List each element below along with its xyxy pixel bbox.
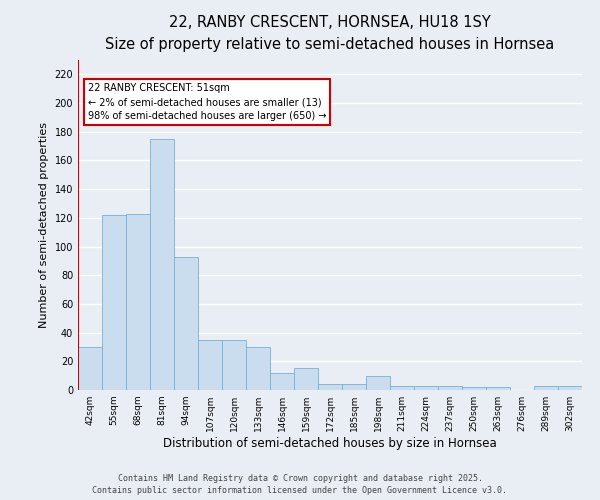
Bar: [222, 340, 246, 390]
Bar: [294, 368, 318, 390]
Bar: [150, 139, 174, 390]
Y-axis label: Number of semi-detached properties: Number of semi-detached properties: [39, 122, 49, 328]
Bar: [78, 347, 102, 390]
Bar: [558, 386, 582, 390]
Bar: [366, 376, 390, 390]
Bar: [174, 256, 198, 390]
Title: 22, RANBY CRESCENT, HORNSEA, HU18 1SY
Size of property relative to semi-detached: 22, RANBY CRESCENT, HORNSEA, HU18 1SY Si…: [106, 14, 554, 52]
Bar: [438, 386, 462, 390]
Bar: [342, 384, 366, 390]
Bar: [390, 386, 414, 390]
Bar: [462, 387, 486, 390]
Text: Contains HM Land Registry data © Crown copyright and database right 2025.
Contai: Contains HM Land Registry data © Crown c…: [92, 474, 508, 495]
Bar: [126, 214, 150, 390]
Bar: [198, 340, 222, 390]
X-axis label: Distribution of semi-detached houses by size in Hornsea: Distribution of semi-detached houses by …: [163, 437, 497, 450]
Bar: [102, 215, 126, 390]
Text: 22 RANBY CRESCENT: 51sqm
← 2% of semi-detached houses are smaller (13)
98% of se: 22 RANBY CRESCENT: 51sqm ← 2% of semi-de…: [88, 83, 326, 121]
Bar: [318, 384, 342, 390]
Bar: [246, 347, 270, 390]
Bar: [534, 386, 558, 390]
Bar: [486, 387, 510, 390]
Bar: [270, 373, 294, 390]
Bar: [414, 386, 438, 390]
